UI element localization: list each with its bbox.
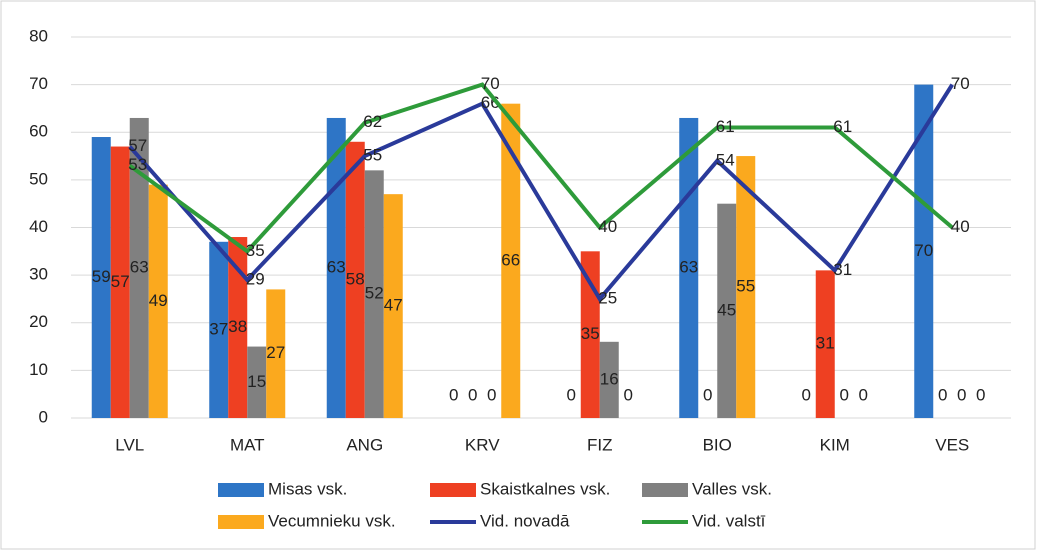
bar-value-label: 52 xyxy=(365,284,384,303)
bar xyxy=(209,241,229,418)
bar xyxy=(148,184,168,418)
bar xyxy=(364,170,384,418)
y-tick-label: 80 xyxy=(29,26,48,45)
line-value-label: 25 xyxy=(598,288,617,307)
bar xyxy=(266,289,286,418)
bar xyxy=(815,270,835,418)
bar-value-label: 27 xyxy=(266,343,285,362)
bar-value-label: 55 xyxy=(736,277,755,296)
y-tick-label: 10 xyxy=(29,360,48,379)
line-value-label: 61 xyxy=(833,117,852,136)
bar-value-label: 45 xyxy=(717,300,736,319)
bar-value-label: 49 xyxy=(149,291,168,310)
bar-value-label: 0 xyxy=(957,385,966,404)
x-tick-label: MAT xyxy=(230,435,265,454)
bar-value-label: 16 xyxy=(600,369,619,388)
bar xyxy=(679,117,699,419)
line-value-label: 35 xyxy=(246,241,265,260)
bar-value-label: 0 xyxy=(487,385,496,404)
legend-swatch xyxy=(218,515,264,529)
x-tick-label: FIZ xyxy=(587,435,613,454)
bar-value-label: 57 xyxy=(111,272,130,291)
bar-value-label: 63 xyxy=(130,257,149,276)
line-value-label: 53 xyxy=(128,155,147,174)
bar-value-label: 66 xyxy=(501,250,520,269)
bar xyxy=(599,341,619,418)
line-value-label: 57 xyxy=(128,136,147,155)
bar-value-label: 37 xyxy=(209,319,228,338)
legend-label: Skaistkalnes vsk. xyxy=(480,479,610,498)
bar xyxy=(717,203,737,418)
bar xyxy=(383,194,403,418)
legend-label: Vid. novadā xyxy=(480,511,570,530)
line xyxy=(128,82,954,254)
bar-value-label: 70 xyxy=(914,241,933,260)
bar xyxy=(228,237,248,418)
line-value-label: 61 xyxy=(716,117,735,136)
bar-value-label: 0 xyxy=(840,385,849,404)
y-tick-label: 30 xyxy=(29,265,48,284)
bar-value-label: 58 xyxy=(346,269,365,288)
line-value-label: 70 xyxy=(951,74,970,93)
bar-value-label: 35 xyxy=(581,324,600,343)
bar xyxy=(914,84,934,418)
line-value-label: 54 xyxy=(716,150,735,169)
bar-value-label: 0 xyxy=(976,385,985,404)
bar-value-label: 63 xyxy=(327,257,346,276)
y-tick-label: 70 xyxy=(29,74,48,93)
line-value-label: 40 xyxy=(951,217,970,236)
bar-value-label: 31 xyxy=(816,334,835,353)
bar-value-label: 38 xyxy=(228,317,247,336)
bar-value-label: 0 xyxy=(703,385,712,404)
y-tick-label: 50 xyxy=(29,169,48,188)
legend-label: Vid. valstī xyxy=(692,511,766,530)
y-tick-label: 40 xyxy=(29,217,48,236)
x-tick-label: ANG xyxy=(346,435,383,454)
bar-value-label: 63 xyxy=(679,257,698,276)
x-tick-label: BIO xyxy=(703,435,732,454)
bar xyxy=(736,156,756,418)
bar xyxy=(501,103,521,419)
line-value-label: 31 xyxy=(833,260,852,279)
line-value-label: 55 xyxy=(363,146,382,165)
x-tick-label: KRV xyxy=(465,435,500,454)
line-value-label: 62 xyxy=(363,112,382,131)
legend-swatch xyxy=(642,483,688,497)
bar xyxy=(129,117,149,419)
bar-value-label: 0 xyxy=(802,385,811,404)
bar-value-label: 0 xyxy=(859,385,868,404)
bar-value-label: 0 xyxy=(567,385,576,404)
bar-value-label: 47 xyxy=(384,296,403,315)
y-tick-label: 0 xyxy=(39,407,48,426)
bar-value-label: 0 xyxy=(468,385,477,404)
line-value-label: 70 xyxy=(481,74,500,93)
y-tick-label: 60 xyxy=(29,122,48,141)
bar-value-label: 0 xyxy=(624,385,633,404)
x-tick-label: LVL xyxy=(115,435,144,454)
legend-swatch xyxy=(218,483,264,497)
line-value-label: 40 xyxy=(598,217,617,236)
bar-value-label: 0 xyxy=(449,385,458,404)
line-value-label: 29 xyxy=(246,269,265,288)
legend-swatch xyxy=(430,483,476,497)
legend-label: Misas vsk. xyxy=(268,479,347,498)
bar-value-label: 59 xyxy=(92,267,111,286)
bar xyxy=(110,146,130,418)
y-tick-label: 20 xyxy=(29,312,48,331)
bar xyxy=(247,346,267,418)
bar xyxy=(345,141,365,418)
bar xyxy=(91,137,111,418)
x-tick-label: VES xyxy=(935,435,969,454)
bar-value-label: 15 xyxy=(247,372,266,391)
legend-label: Vecumnieku vsk. xyxy=(268,511,396,530)
legend-label: Valles vsk. xyxy=(692,479,772,498)
line xyxy=(128,83,954,303)
x-tick-label: KIM xyxy=(820,435,850,454)
bar-value-label: 0 xyxy=(938,385,947,404)
